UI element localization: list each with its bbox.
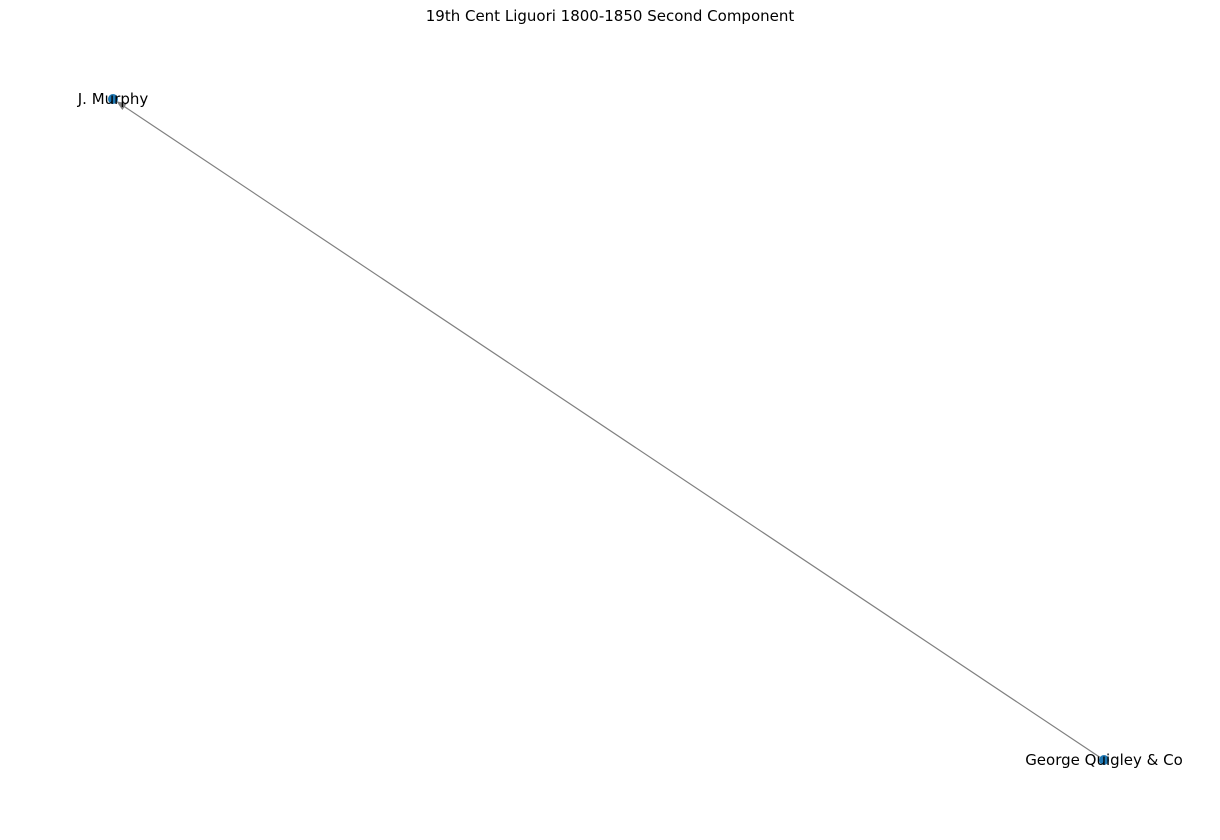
node-george-quigley [1099,755,1109,765]
figure-title: 19th Cent Liguori 1800-1850 Second Compo… [425,7,795,25]
node-label-george-quigley: George Quigley & Co [1025,751,1183,769]
node-label-j-murphy: J. Murphy [77,90,149,108]
edge-george-quigley-to-j-murphy [116,101,1101,758]
node-j-murphy [108,94,118,104]
